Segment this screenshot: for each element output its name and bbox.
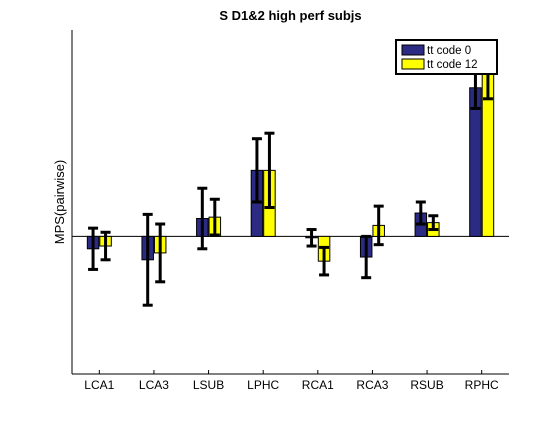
x-tick-label: RSUB bbox=[410, 378, 443, 392]
legend-swatch-1 bbox=[401, 58, 425, 70]
x-tick-label: LCA3 bbox=[139, 378, 169, 392]
legend-label-1: tt code 12 bbox=[427, 59, 478, 71]
bar-rphc-s0 bbox=[469, 87, 482, 237]
y-axis-label: MPS(pairwise) bbox=[52, 160, 67, 245]
x-tick-label: RPHC bbox=[465, 378, 499, 392]
x-tick-label: RCA1 bbox=[302, 378, 334, 392]
x-tick-label: LPHC bbox=[247, 378, 279, 392]
x-tick-label: LCA1 bbox=[84, 378, 114, 392]
legend-swatch-0 bbox=[401, 44, 425, 56]
legend-label-0: tt code 0 bbox=[427, 45, 471, 57]
chart-title: S D1&2 high perf subjs bbox=[219, 8, 361, 23]
x-tick-label: LSUB bbox=[193, 378, 224, 392]
x-tick-label: RCA3 bbox=[356, 378, 388, 392]
